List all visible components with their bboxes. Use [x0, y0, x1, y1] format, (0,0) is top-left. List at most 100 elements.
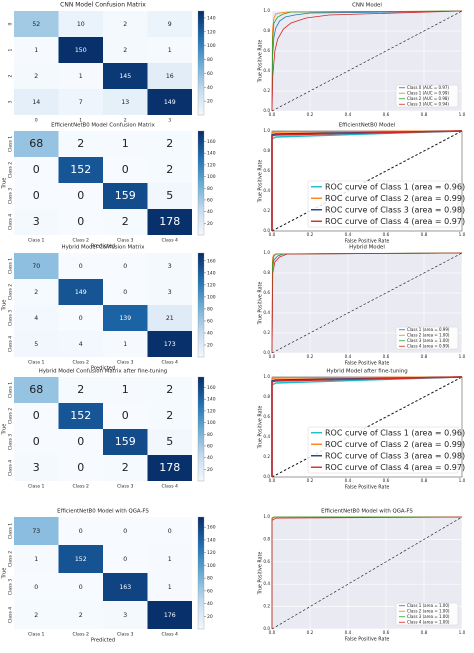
heatmap-cell	[147, 429, 192, 455]
heatmap-value: 163	[119, 584, 131, 591]
colorbar-segment	[198, 136, 204, 140]
heatmap-cell	[103, 209, 148, 235]
heatmap-cell	[147, 601, 192, 629]
colorbar-segment	[198, 263, 204, 267]
roc-curve	[271, 376, 463, 477]
heatmap-value: 0	[77, 435, 84, 448]
colorbar-segment	[198, 465, 204, 469]
colorbar-segment	[198, 83, 204, 87]
heatmap-cell	[14, 63, 59, 89]
colorbar-segment	[198, 34, 204, 38]
colorbar-segment	[198, 403, 204, 407]
heatmap-cell	[14, 429, 59, 455]
heatmap-title: Hybrid Model Confusion Matrix after fine…	[39, 369, 167, 375]
colorbar-segment	[198, 216, 204, 220]
heatmap-cell	[14, 517, 59, 545]
colorbar-segment	[198, 185, 204, 189]
roc-x-tick-label: 0.4	[345, 112, 352, 117]
heatmap-y-tick-label: Class 2	[8, 408, 14, 425]
colorbar-segment	[198, 351, 204, 355]
colorbar-segment	[198, 50, 204, 54]
colorbar-segment	[198, 349, 204, 353]
colorbar-tick-label: 60	[207, 71, 213, 77]
roc-title: EfficientNetB0 Model with QGA-FS	[321, 509, 413, 515]
colorbar-segment	[198, 609, 204, 613]
heatmap-value: 0	[77, 215, 84, 228]
roc-y-tick-label: 1.0	[263, 128, 270, 133]
heatmap-value: 2	[166, 137, 173, 150]
colorbar-segment	[198, 423, 204, 427]
colorbar-segment	[198, 206, 204, 210]
roc-x-tick-label: 0.2	[307, 112, 314, 117]
colorbar-segment	[198, 86, 204, 90]
colorbar-segment	[198, 94, 204, 98]
colorbar-segment	[198, 449, 204, 453]
heatmap-x-tick-label: Class 2	[73, 238, 90, 244]
heatmap-value: 2	[166, 383, 173, 396]
colorbar-segment	[198, 623, 204, 627]
colorbar-tick-label: 40	[207, 455, 213, 461]
colorbar-segment	[198, 302, 204, 306]
colorbar-segment	[198, 331, 204, 335]
heatmap-value: 152	[70, 409, 91, 422]
heatmap-y-tick-label: Class 4	[8, 607, 14, 624]
colorbar-segment	[198, 198, 204, 202]
heatmap-value: 0	[77, 461, 84, 474]
roc-x-tick-label: 0.8	[421, 478, 428, 483]
roc-x-axis-label: False Positive Rate	[345, 361, 390, 367]
colorbar-segment	[198, 65, 204, 69]
heatmap-cell	[103, 157, 148, 183]
heatmap-value: 1	[79, 73, 83, 80]
colorbar-segment	[198, 547, 204, 552]
heatmap-x-tick-label: Class 2	[73, 632, 90, 638]
colorbar-segment	[198, 260, 204, 264]
colorbar-segment	[198, 382, 204, 386]
colorbar-segment	[198, 209, 204, 213]
colorbar-segment	[198, 284, 204, 288]
heatmap-value: 0	[122, 409, 129, 422]
colorbar-segment	[198, 138, 204, 142]
heatmap-y-axis-label: True	[2, 567, 8, 579]
heatmap-y-tick-label: 2	[8, 74, 14, 77]
colorbar-segment	[198, 377, 204, 381]
roc-legend-label: Class 4 (area = 0.99)	[407, 343, 450, 348]
colorbar-segment	[198, 336, 204, 340]
heatmap-x-tick-label: Class 2	[73, 360, 90, 366]
heatmap-cell	[58, 183, 103, 209]
heatmap-cell	[58, 377, 103, 403]
heatmap-cell	[58, 209, 103, 235]
colorbar-frame	[197, 10, 205, 116]
colorbar-segment	[198, 310, 204, 314]
heatmap-cell	[14, 601, 59, 629]
roc-x-tick-label: 0.0	[269, 630, 276, 635]
colorbar-segment	[198, 146, 204, 150]
heatmap-cell	[58, 601, 103, 629]
roc-y-tick-label: 0.4	[263, 68, 270, 73]
roc-legend-label: Class 1 (area = 1.00)	[407, 603, 450, 608]
roc-legend	[395, 326, 459, 350]
colorbar-segment	[198, 177, 204, 181]
colorbar-segment	[198, 37, 204, 41]
colorbar-segment	[198, 229, 204, 233]
heatmap-x-tick-label: Class 3	[117, 632, 134, 638]
heatmap-x-tick-label: Class 1	[28, 360, 45, 366]
colorbar-segment	[198, 57, 204, 61]
roc-y-axis-label: True Positive Rate	[258, 282, 264, 326]
colorbar-segment	[198, 81, 204, 85]
colorbar-segment	[198, 255, 204, 259]
roc-x-tick-label: 0.8	[421, 232, 428, 237]
heatmap-cell	[14, 403, 59, 429]
roc-x-tick-label: 0.8	[421, 354, 428, 359]
heatmap-x-tick-label: 3	[168, 118, 171, 124]
heatmap-title: CNN Model Confusion Matrix	[60, 2, 146, 9]
colorbar-tick-label: 120	[207, 550, 216, 556]
colorbar-segment	[198, 413, 204, 417]
roc-x-tick-label: 0.6	[383, 112, 390, 117]
colorbar-segment	[198, 196, 204, 200]
heatmap-cell	[14, 455, 59, 481]
heatmap-x-tick-label: Class 3	[117, 238, 134, 244]
colorbar-segment	[198, 606, 204, 610]
roc-y-axis-label: True Positive Rate	[258, 40, 264, 84]
colorbar-tick-label: 100	[207, 294, 216, 300]
colorbar-tick-label: 20	[207, 99, 213, 105]
